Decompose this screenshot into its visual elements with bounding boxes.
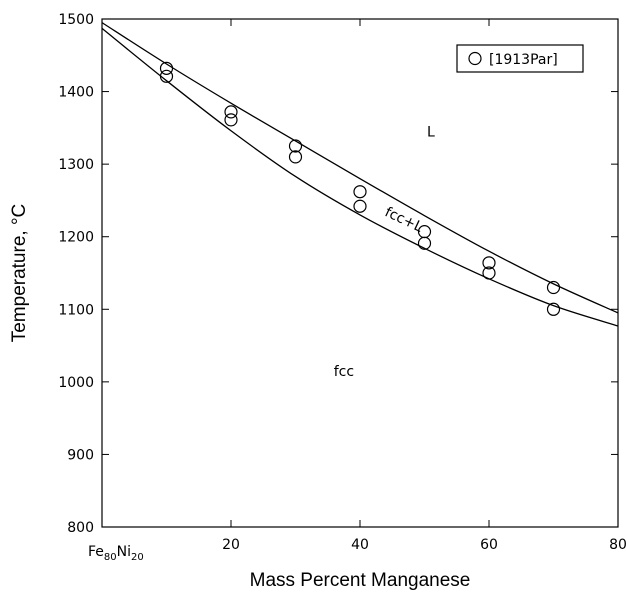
phase-boundary-curves [101, 22, 619, 327]
data-point-marker [159, 69, 174, 83]
x-tick-label: 40 [351, 537, 369, 553]
data-point-marker [546, 280, 561, 295]
y-tick-label: 1500 [58, 12, 94, 28]
x-origin-subscript-1: 80 [104, 552, 117, 563]
y-tick-label: 900 [67, 447, 94, 463]
y-tick-label: 1300 [58, 157, 94, 173]
solidus-curve [101, 27, 619, 327]
plot-frame [101, 18, 619, 528]
data-point-marker [353, 185, 367, 199]
legend-marker-icon [468, 51, 482, 66]
data-point-marker [482, 256, 496, 270]
x-tick-label: 20 [222, 537, 240, 553]
data-point-marker [224, 113, 238, 127]
y-tick-label: 800 [67, 520, 94, 536]
y-tick-label: 1200 [58, 230, 94, 246]
legend: [1913Par] [456, 44, 584, 73]
x-tick-label: 80 [609, 537, 626, 553]
data-point-marker [224, 105, 238, 119]
x-origin-element-1: Fe [88, 544, 104, 560]
data-point-marker [288, 139, 303, 153]
x-tick-labels: 20 40 60 80 [222, 537, 626, 553]
data-markers [159, 61, 561, 316]
region-label: fcc [334, 364, 354, 380]
x-origin-label: Fe80Ni20 [88, 544, 144, 563]
data-point-marker [417, 236, 432, 250]
legend-label: [1913Par] [489, 52, 558, 68]
x-axis-title: Mass Percent Manganese [250, 570, 471, 591]
data-point-marker [482, 266, 496, 280]
y-tick-label: 1400 [58, 85, 94, 101]
region-label: L [427, 125, 435, 141]
x-tick-label: 60 [480, 537, 498, 553]
data-point-marker [288, 150, 303, 164]
y-axis-title: Temperature, °C [9, 204, 30, 343]
y-tick-labels: 800 900 1000 1100 1200 1300 1400 1500 [58, 12, 94, 536]
data-point-marker [159, 61, 174, 75]
y-tick-label: 1000 [58, 375, 94, 391]
liquidus-curve [101, 22, 619, 314]
x-origin-element-2: Ni [117, 544, 131, 560]
axis-ticks [102, 18, 619, 528]
data-point-marker [353, 199, 367, 213]
data-point-marker [546, 302, 561, 316]
x-origin-subscript-2: 20 [131, 552, 144, 563]
region-label: fcc+L [382, 204, 425, 235]
y-tick-label: 1100 [58, 302, 94, 318]
